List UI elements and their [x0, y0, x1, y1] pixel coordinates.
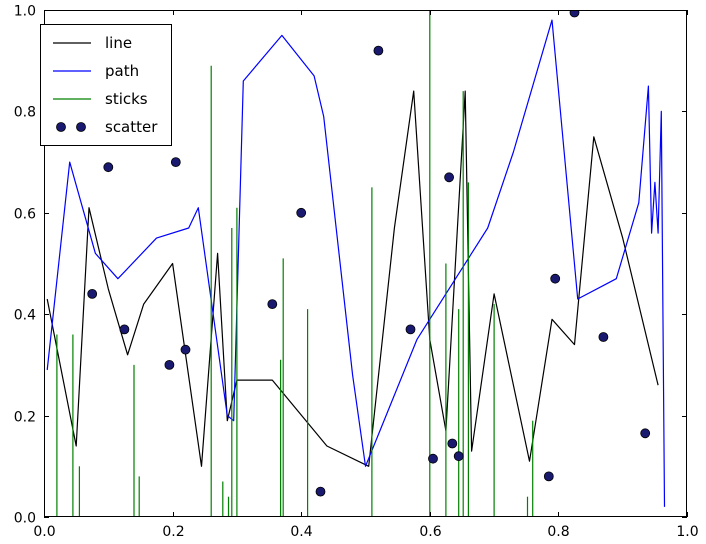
axes-frame: [44, 10, 687, 517]
y-tick-label: 0.0: [14, 511, 36, 527]
scatter-point: [87, 288, 98, 299]
scatter-point: [164, 359, 175, 370]
x-tick-label: 0.0: [33, 524, 55, 540]
legend-item-line: line: [51, 32, 157, 54]
series-line: [46, 90, 659, 467]
legend-item-sticks: sticks: [51, 88, 157, 110]
scatter-point: [453, 451, 464, 462]
scatter-point: [550, 273, 561, 284]
y-tick-label: 0.2: [14, 410, 36, 426]
series-path: [46, 19, 666, 507]
legend-label: line: [105, 33, 133, 52]
y-tick-label: 1.0: [14, 4, 36, 20]
line-legend-swatch-icon: [53, 42, 91, 44]
legend-label: sticks: [105, 89, 148, 108]
y-tick-label: 0.6: [14, 207, 36, 223]
scatter-point: [543, 471, 554, 482]
legend-label: path: [105, 61, 140, 80]
scatter-point: [315, 486, 326, 497]
x-tick-label: 0.8: [547, 524, 569, 540]
sticks-legend-swatch-icon: [53, 98, 91, 100]
x-tick-label: 0.6: [419, 524, 441, 540]
scatter-point: [170, 157, 181, 168]
series-sticks: [56, 10, 534, 517]
scatter-point: [640, 428, 651, 439]
scatter-point: [405, 324, 416, 335]
x-tick-label: 0.2: [162, 524, 184, 540]
legend-label: scatter: [105, 117, 158, 136]
scatter-point: [103, 162, 114, 173]
x-tick-label: 0.4: [290, 524, 312, 540]
scatter-point: [373, 45, 384, 56]
series-scatter: [87, 10, 651, 497]
scatter-point: [267, 299, 278, 310]
scatter-legend-swatch-icon: [56, 122, 86, 132]
y-tick-label: 0.8: [14, 105, 36, 121]
scatter-point: [447, 438, 458, 449]
legend-item-scatter: scatter: [51, 116, 157, 138]
scatter-point: [296, 207, 307, 218]
x-tick-label: 1.0: [676, 524, 698, 540]
scatter-point: [598, 332, 609, 342]
scatter-point: [119, 324, 130, 335]
legend-item-path: path: [51, 60, 157, 82]
scatter-point: [569, 10, 580, 18]
path-legend-swatch-icon: [53, 70, 91, 72]
scatter-point: [428, 453, 438, 464]
y-tick-label: 0.4: [14, 308, 36, 324]
legend: line path sticks scatter: [40, 24, 173, 146]
scatter-point: [180, 344, 191, 355]
scatter-point: [444, 172, 455, 183]
ticks: [44, 10, 688, 518]
series-group: [46, 10, 666, 517]
